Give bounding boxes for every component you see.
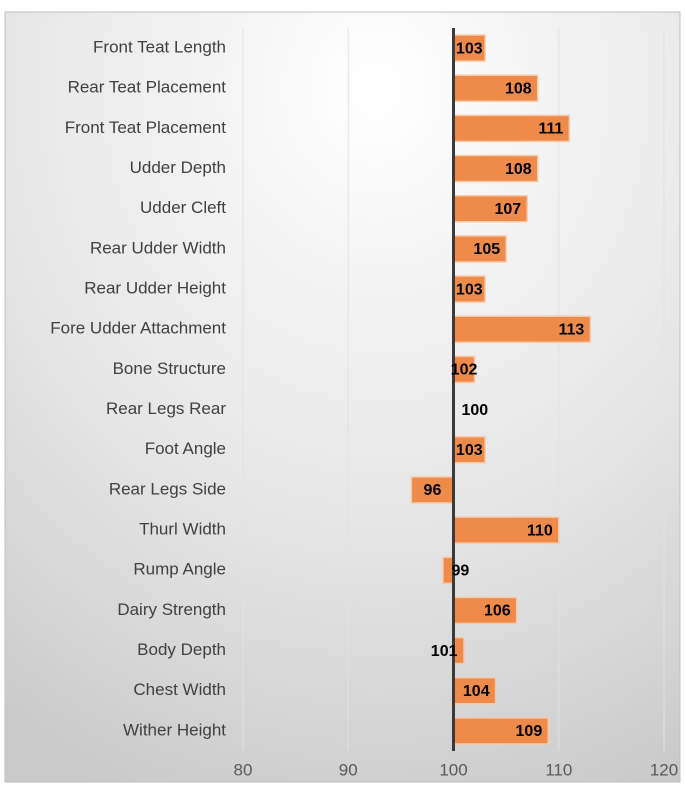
x-tick-label: 110 — [545, 760, 572, 779]
data-label: 110 — [527, 522, 553, 539]
bar — [452, 516, 560, 544]
y-tick-label: Chest Width — [133, 680, 226, 699]
y-tick-label: Bone Structure — [113, 359, 226, 378]
x-tick-label: 80 — [234, 760, 253, 779]
bar — [452, 235, 507, 263]
y-tick-label: Front Teat Length — [93, 38, 226, 57]
data-label: 111 — [538, 121, 563, 138]
x-tick-label: 100 — [439, 760, 467, 779]
data-label: 99 — [452, 562, 470, 579]
y-tick-label: Udder Depth — [130, 158, 226, 177]
y-tick-label: Rear Teat Placement — [68, 78, 227, 97]
bar — [452, 195, 528, 223]
data-label: 102 — [451, 362, 478, 379]
bar — [452, 114, 571, 143]
y-tick-label: Rear Legs Rear — [106, 399, 226, 418]
x-tick-label: 120 — [650, 760, 678, 779]
data-label: 105 — [473, 241, 500, 258]
y-tick-label: Foot Angle — [145, 439, 226, 458]
y-tick-label: Dairy Strength — [117, 600, 226, 619]
y-tick-label: Udder Cleft — [140, 198, 226, 217]
bar — [452, 275, 486, 303]
bar — [452, 74, 539, 102]
data-label: 100 — [462, 402, 489, 419]
y-tick-label: Rear Udder Width — [90, 238, 226, 257]
bar — [452, 677, 497, 705]
y-tick-label: Thurl Width — [139, 520, 226, 539]
data-label: 108 — [505, 161, 532, 178]
data-label: 107 — [494, 201, 521, 218]
y-tick-label: Rump Angle — [133, 560, 226, 579]
data-label: 106 — [484, 603, 511, 620]
x-tick-label: 90 — [339, 760, 358, 779]
data-label: 103 — [456, 40, 483, 57]
y-tick-label: Fore Udder Attachment — [50, 319, 226, 338]
bar — [452, 717, 549, 745]
data-label: 103 — [456, 442, 483, 459]
bar — [452, 154, 539, 183]
data-label: 103 — [456, 281, 483, 298]
y-tick-label: Wither Height — [123, 720, 226, 739]
y-tick-label: Rear Legs Side — [109, 479, 226, 498]
data-label: 104 — [463, 683, 490, 700]
bar — [452, 436, 486, 464]
data-label: 108 — [505, 80, 532, 97]
data-label: 113 — [559, 321, 585, 338]
data-label: 109 — [516, 723, 543, 740]
data-label: 101 — [431, 643, 458, 660]
bar — [410, 476, 455, 504]
y-tick-label: Rear Udder Height — [84, 279, 226, 298]
y-tick-label: Body Depth — [137, 640, 226, 659]
y-tick-label: Front Teat Placement — [65, 118, 227, 137]
data-label: 96 — [424, 482, 442, 499]
